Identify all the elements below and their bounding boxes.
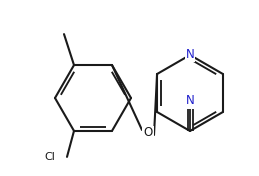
Text: Cl: Cl (44, 152, 55, 162)
Text: O: O (143, 127, 153, 140)
Text: N: N (186, 49, 194, 61)
Text: N: N (186, 95, 194, 108)
